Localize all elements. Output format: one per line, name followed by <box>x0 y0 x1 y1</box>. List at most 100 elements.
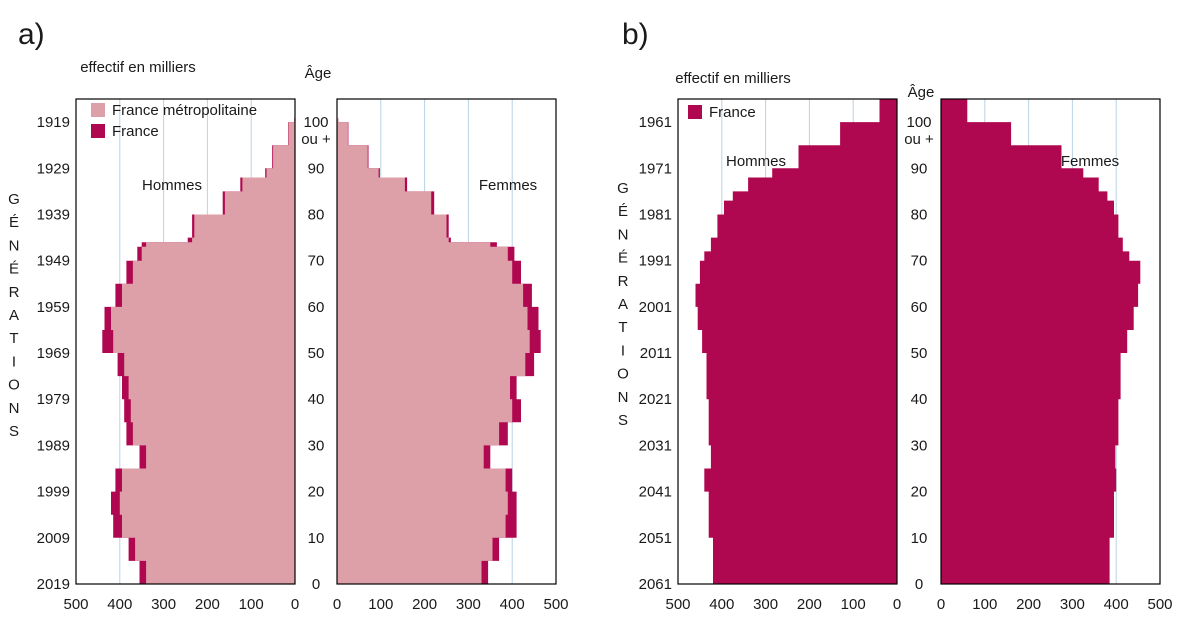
x-tick-label: 200 <box>797 596 822 613</box>
age-tick-label: 50 <box>308 345 325 362</box>
vertical-label-letter: O <box>617 366 629 383</box>
x-tick-label: 200 <box>195 596 220 613</box>
x-tick-label: 300 <box>151 596 176 613</box>
left-plot-frame <box>677 98 898 585</box>
x-tick-label: 500 <box>1147 596 1172 613</box>
age-tick-label: 40 <box>308 391 325 408</box>
age-tick-label: 80 <box>308 206 325 223</box>
generation-tick-label: 1959 <box>37 299 70 316</box>
vertical-label-letter: R <box>618 273 629 290</box>
female-label: Femmes <box>1061 153 1119 170</box>
panel-letter: a) <box>18 18 45 51</box>
vertical-label-letter: G <box>617 180 629 197</box>
x-tick-label: 500 <box>543 596 568 613</box>
x-tick-label: 0 <box>333 596 341 613</box>
series-male-france-m-tropolitaine <box>111 117 295 584</box>
age-tick-label: 20 <box>308 484 325 501</box>
x-tick-label: 400 <box>107 596 132 613</box>
age-tick-label: 30 <box>308 437 325 454</box>
generation-tick-label: 2001 <box>639 299 672 316</box>
generation-tick-label: 1989 <box>37 437 70 454</box>
vertical-label-letter: S <box>9 423 19 440</box>
age-axis-label: Âge <box>908 84 935 101</box>
x-tick-label: 300 <box>456 596 481 613</box>
generation-tick-label: 2019 <box>37 576 70 593</box>
vertical-label-letter: I <box>621 342 625 359</box>
legend-swatch <box>91 124 105 138</box>
age-top-label: ou + <box>301 131 331 148</box>
unit-label: effectif en milliers <box>80 59 196 76</box>
right-plot-frame <box>940 98 1161 585</box>
age-tick-label: 10 <box>308 530 325 547</box>
age-tick-label: 100 <box>906 114 931 131</box>
x-tick-label: 0 <box>937 596 945 613</box>
generation-tick-label: 1929 <box>37 160 70 177</box>
legend-swatch <box>91 103 105 117</box>
age-tick-label: 50 <box>911 345 928 362</box>
age-tick-label: 90 <box>911 160 928 177</box>
age-tick-label: 20 <box>911 484 928 501</box>
legend-label: France <box>709 104 756 121</box>
age-tick-label: 60 <box>911 299 928 316</box>
female-label: Femmes <box>479 177 537 194</box>
generation-tick-label: 2041 <box>639 484 672 501</box>
generation-tick-label: 2021 <box>639 391 672 408</box>
age-tick-label: 10 <box>911 530 928 547</box>
vertical-label-letter: É <box>9 261 19 278</box>
vertical-label-letter: R <box>9 284 20 301</box>
x-tick-label: 400 <box>709 596 734 613</box>
vertical-label-letter: É <box>9 214 19 231</box>
series-female-france-m-tropolitaine <box>337 117 530 584</box>
x-tick-label: 100 <box>368 596 393 613</box>
series-female-france <box>941 99 1141 584</box>
generation-tick-label: 1969 <box>37 345 70 362</box>
age-tick-label: 30 <box>911 437 928 454</box>
generation-tick-label: 1991 <box>639 253 672 270</box>
vertical-label-letter: N <box>9 237 20 254</box>
x-tick-label: 300 <box>753 596 778 613</box>
x-tick-label: 100 <box>972 596 997 613</box>
left-plot-frame <box>75 98 296 585</box>
vertical-label-letter: I <box>12 353 16 370</box>
age-axis-label: Âge <box>305 65 332 82</box>
vertical-label-letter: N <box>9 400 20 417</box>
right-plot-frame <box>336 98 557 585</box>
vertical-label-letter: A <box>9 307 19 324</box>
vertical-label-letter: É <box>618 203 628 220</box>
x-tick-label: 400 <box>1104 596 1129 613</box>
generation-tick-label: 1961 <box>639 114 672 131</box>
generation-tick-label: 2009 <box>37 530 70 547</box>
age-tick-label: 80 <box>911 206 928 223</box>
generation-tick-label: 1971 <box>639 160 672 177</box>
generation-tick-label: 1919 <box>37 114 70 131</box>
age-tick-label: 70 <box>308 253 325 270</box>
age-tick-label: 0 <box>312 576 320 593</box>
age-tick-label: 70 <box>911 253 928 270</box>
age-tick-label: 90 <box>308 160 325 177</box>
generation-tick-label: 2051 <box>639 530 672 547</box>
generation-tick-label: 1981 <box>639 206 672 223</box>
legend-label: France <box>112 123 159 140</box>
vertical-label-letter: S <box>618 412 628 429</box>
vertical-label-letter: É <box>618 250 628 267</box>
vertical-label-letter: A <box>618 296 628 313</box>
x-tick-label: 200 <box>1016 596 1041 613</box>
age-tick-label: 100 <box>303 114 328 131</box>
generation-tick-label: 2061 <box>639 576 672 593</box>
male-label: Hommes <box>726 153 786 170</box>
x-tick-label: 300 <box>1060 596 1085 613</box>
x-tick-label: 500 <box>63 596 88 613</box>
panel-letter: b) <box>622 18 649 51</box>
age-tick-label: 0 <box>915 576 923 593</box>
vertical-label-letter: N <box>618 226 629 243</box>
x-tick-label: 400 <box>500 596 525 613</box>
x-tick-label: 100 <box>841 596 866 613</box>
male-label: Hommes <box>142 177 202 194</box>
age-tick-label: 40 <box>911 391 928 408</box>
x-tick-label: 0 <box>893 596 901 613</box>
vertical-label-letter: O <box>8 377 20 394</box>
unit-label: effectif en milliers <box>675 70 791 87</box>
